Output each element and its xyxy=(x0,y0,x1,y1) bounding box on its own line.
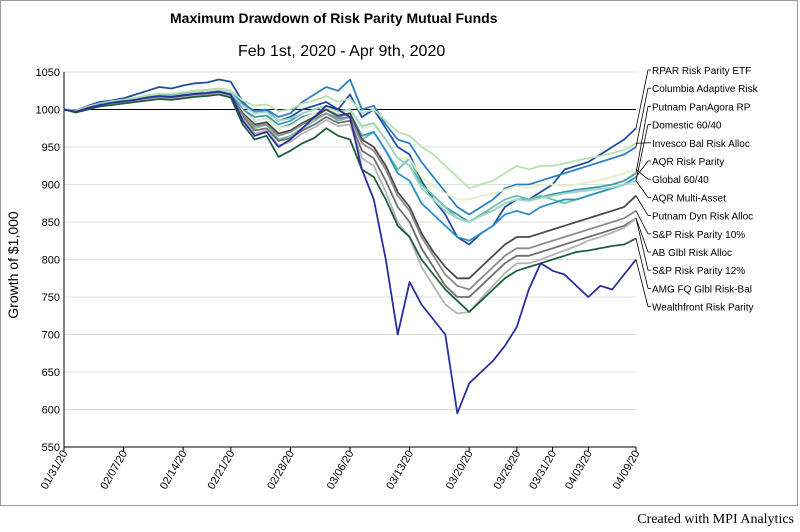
x-tick-label: 04/03/20 xyxy=(563,449,595,492)
legend-entry: Global 60/40 xyxy=(652,175,709,186)
legend-entry: Domestic 60/40 xyxy=(652,121,722,132)
legend-entry: Invesco Bal Risk Alloc xyxy=(652,139,750,150)
chart-title: Maximum Drawdown of Risk Parity Mutual F… xyxy=(170,10,498,26)
legend-leader-line xyxy=(635,195,649,216)
legend-leader-line xyxy=(635,218,649,253)
legend-leader-line xyxy=(635,259,649,307)
legend-entry: AQR Multi-Asset xyxy=(652,193,726,204)
legend-leader-line xyxy=(635,210,649,234)
legend-leader-line xyxy=(635,218,649,271)
legend-leader-line xyxy=(635,169,649,180)
legend-entry: Putnam PanAgora RP xyxy=(652,102,751,113)
y-tick-label: 750 xyxy=(42,292,60,304)
y-tick-label: 600 xyxy=(42,405,60,417)
x-tick-label: 02/07/20 xyxy=(98,449,130,492)
x-tick-label: 02/21/20 xyxy=(206,449,238,492)
y-axis-title: Growth of $1,000 xyxy=(5,211,21,319)
legend-entry: S&P Risk Parity 10% xyxy=(652,230,745,241)
legend-leader-line xyxy=(635,88,649,148)
chart-subtitle: Feb 1st, 2020 - Apr 9th, 2020 xyxy=(238,43,446,60)
credit-text: Created with MPI Analytics xyxy=(637,512,794,527)
legend-leader-line xyxy=(635,238,649,289)
legend-leader-line xyxy=(635,160,649,178)
x-tick-label: 04/09/20 xyxy=(611,449,643,492)
x-tick-label: 03/13/20 xyxy=(384,449,416,492)
y-tick-label: 650 xyxy=(42,367,60,379)
y-tick-label: 550 xyxy=(42,442,60,454)
x-tick-label: 03/20/20 xyxy=(444,448,476,491)
legend-entry: AMG FQ Glbl Risk-Bal xyxy=(652,284,752,295)
legend-entry: AB Glbl Risk Alloc xyxy=(652,248,732,259)
chart-frame xyxy=(0,0,798,506)
x-tick-label: 03/31/20 xyxy=(527,449,559,492)
legend-entry: RPAR Risk Parity ETF xyxy=(652,66,751,77)
y-tick-label: 850 xyxy=(42,217,60,229)
legend-leader-line xyxy=(635,124,649,181)
legend-entry: S&P Risk Parity 12% xyxy=(652,266,745,277)
legend-entry: Wealthfront Risk Parity xyxy=(652,303,754,314)
y-tick-label: 700 xyxy=(42,330,60,342)
legend-leader-line xyxy=(635,69,649,129)
x-tick-label: 03/06/20 xyxy=(325,449,357,492)
series-line xyxy=(63,89,637,223)
x-tick-label: 03/26/20 xyxy=(492,449,524,492)
legend: RPAR Risk Parity ETF Columbia Adaptive Ri… xyxy=(635,66,759,314)
y-tick-label: 800 xyxy=(42,255,60,267)
y-tick-label: 1000 xyxy=(36,105,60,117)
y-tick-label: 900 xyxy=(42,180,60,192)
legend-entry: Putnam Dyn Risk Alloc xyxy=(652,212,753,223)
legend-entry: AQR Risk Parity xyxy=(652,157,724,168)
series-lines xyxy=(63,78,637,415)
legend-leader-line xyxy=(635,180,649,198)
series-line xyxy=(63,87,637,190)
x-axis-ticks: 01/31/20 02/07/20 02/14/20 02/21/20 02/28/20… xyxy=(39,447,643,492)
x-tick-label: 01/31/20 xyxy=(39,449,71,492)
y-tick-label: 950 xyxy=(42,142,60,154)
series-line xyxy=(63,78,637,246)
y-axis-ticks: 550 600 650 700 750 800 850 900 950 1000 1050 xyxy=(36,67,60,454)
series-line xyxy=(63,92,637,223)
legend-leader-line xyxy=(635,106,649,174)
x-tick-label: 02/14/20 xyxy=(158,449,190,492)
legend-entry: Columbia Adaptive Risk xyxy=(652,84,759,95)
x-tick-label: 02/28/20 xyxy=(265,449,297,492)
series-line xyxy=(63,90,637,415)
y-tick-label: 1050 xyxy=(36,67,60,79)
